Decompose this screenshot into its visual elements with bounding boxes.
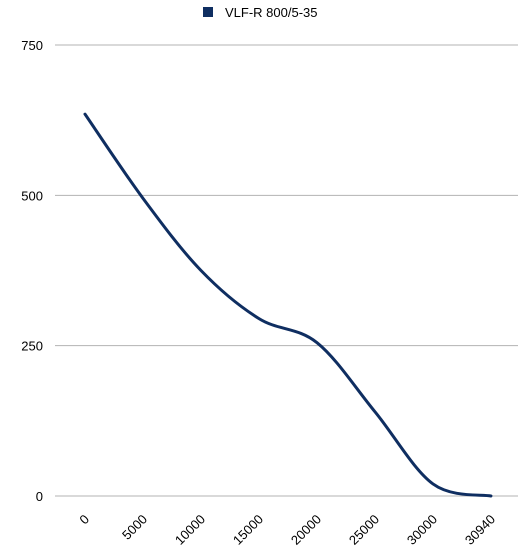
y-tick-label-750: 750 xyxy=(21,38,43,53)
series-line-vlf-r xyxy=(83,112,493,498)
y-tick-label-0: 0 xyxy=(36,489,43,504)
y-tick-label-500: 500 xyxy=(21,188,43,203)
x-tick-label-5000: 5000 xyxy=(119,512,150,543)
legend-label-series: VLF-R 800/5-35 xyxy=(225,5,318,20)
y-axis-tick-labels: 0 250 500 750 xyxy=(21,38,43,504)
y-tick-label-250: 250 xyxy=(21,339,43,354)
series-layer xyxy=(83,112,493,498)
x-tick-label-0: 0 xyxy=(76,512,92,528)
x-tick-label-15000: 15000 xyxy=(230,512,266,548)
x-tick-label-25000: 25000 xyxy=(346,512,382,548)
x-tick-label-30940: 30940 xyxy=(462,512,498,548)
legend: VLF-R 800/5-35 xyxy=(203,5,318,20)
grid-lines xyxy=(55,44,518,347)
x-tick-label-30000: 30000 xyxy=(404,512,440,548)
x-axis-tick-labels: 0 5000 10000 15000 20000 25000 30000 30940 xyxy=(76,512,498,548)
legend-swatch xyxy=(203,7,213,17)
x-tick-label-20000: 20000 xyxy=(288,512,324,548)
x-tick-label-10000: 10000 xyxy=(172,512,208,548)
